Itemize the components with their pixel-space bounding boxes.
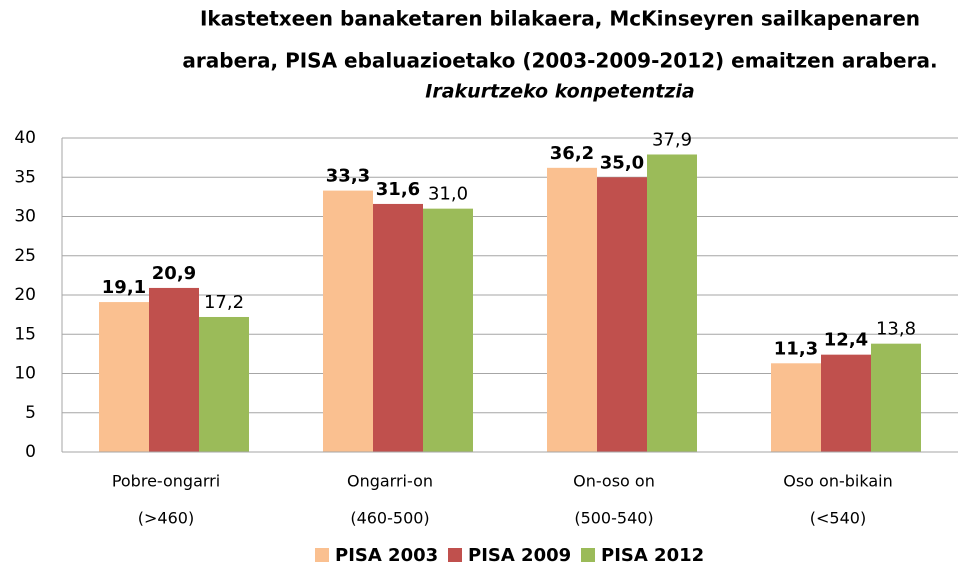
bar: [423, 208, 473, 452]
value-label: 13,8: [876, 319, 916, 340]
y-tick-label: 20: [14, 285, 36, 305]
value-label: 33,3: [326, 166, 370, 187]
x-tick-label: Oso on-bikain: [783, 472, 892, 491]
x-tick-label: (460-500): [350, 509, 429, 528]
bar: [547, 167, 597, 452]
y-tick-label: 40: [14, 128, 36, 148]
x-tick-label: (500-540): [574, 509, 653, 528]
bar: [871, 343, 921, 452]
value-label: 36,2: [550, 143, 594, 164]
legend-label: PISA 2012: [601, 545, 704, 566]
chart-title: arabera, PISA ebaluazioetako (2003-2009-…: [182, 49, 937, 73]
value-label: 31,0: [428, 184, 468, 205]
legend-label: PISA 2009: [468, 545, 571, 566]
x-tick-label: Pobre-ongarri: [112, 472, 220, 491]
value-label: 12,4: [824, 330, 868, 351]
x-tick-label: On-oso on: [573, 472, 655, 491]
chart-subtitle: Irakurtzeko konpetentzia: [425, 81, 694, 103]
x-tick-label: (<540): [810, 509, 866, 528]
bar: [771, 363, 821, 452]
x-tick-label: (>460): [138, 509, 194, 528]
y-tick-label: 30: [14, 207, 36, 227]
value-label: 19,1: [102, 277, 146, 298]
bar: [323, 190, 373, 452]
bar: [821, 354, 871, 452]
y-tick-label: 10: [14, 364, 36, 384]
value-label: 31,6: [376, 179, 420, 200]
legend-label: PISA 2003: [335, 545, 438, 566]
y-tick-label: 25: [14, 246, 36, 266]
legend-swatch: [581, 548, 595, 562]
value-label: 11,3: [774, 338, 818, 359]
bar: [149, 287, 199, 452]
bar: [647, 154, 697, 453]
bar: [597, 177, 647, 452]
legend-swatch: [315, 548, 329, 562]
value-label: 17,2: [204, 292, 244, 313]
bar: [199, 316, 249, 452]
value-label: 20,9: [152, 263, 196, 284]
y-tick-label: 5: [25, 403, 36, 423]
bar: [373, 203, 423, 452]
y-tick-label: 0: [25, 442, 36, 462]
bar: [99, 302, 149, 452]
value-label: 37,9: [652, 129, 692, 150]
legend-swatch: [448, 548, 462, 562]
value-label: 35,0: [600, 152, 644, 173]
x-tick-label: Ongarri-on: [347, 472, 433, 491]
y-tick-label: 35: [14, 167, 36, 187]
chart-title: Ikastetxeen banaketaren bilakaera, McKin…: [200, 7, 920, 31]
y-tick-label: 15: [14, 324, 36, 344]
